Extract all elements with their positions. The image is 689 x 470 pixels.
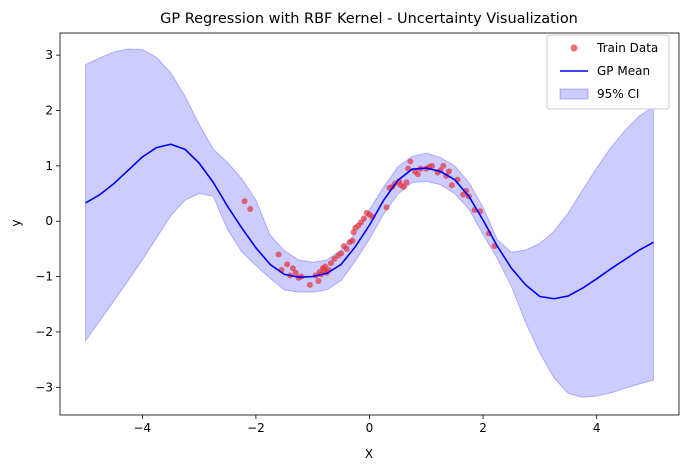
plot-area: −4 −2 0 2 4 −3 −2 −1 0 1 2 3 xyxy=(35,32,680,435)
train-data-point xyxy=(343,245,350,252)
train-data-point xyxy=(414,171,421,178)
y-tick-label: −3 xyxy=(35,380,53,394)
train-data-point xyxy=(247,206,254,213)
y-tick-label: 2 xyxy=(45,104,53,118)
gp-mean-line xyxy=(85,143,654,300)
y-tick-label: 3 xyxy=(45,48,53,62)
y-axis-label: y xyxy=(9,219,23,226)
train-data-point xyxy=(349,237,356,244)
x-tick-label: −2 xyxy=(247,421,265,435)
x-tick-label: 4 xyxy=(593,421,601,435)
train-data-point xyxy=(407,158,414,165)
y-tick-label: 0 xyxy=(45,214,53,228)
train-data-point xyxy=(446,168,452,175)
train-data-point xyxy=(403,179,410,186)
legend-train-data-marker xyxy=(570,44,578,52)
train-data-point xyxy=(338,250,345,257)
legend-frame xyxy=(546,34,670,110)
train-data-point xyxy=(331,255,338,262)
train-data-point xyxy=(428,162,435,169)
chart-title: GP Regression with RBF Kernel - Uncertai… xyxy=(160,11,578,27)
train-data-point xyxy=(275,251,282,258)
x-tick-label: 0 xyxy=(366,421,374,435)
train-data-point xyxy=(448,182,455,189)
train-data-point xyxy=(315,278,322,285)
legend-label-gp-mean: GP Mean xyxy=(597,64,650,78)
train-data-point xyxy=(241,198,248,205)
legend-ci-patch xyxy=(559,88,589,100)
legend-label-train-data: Train Data xyxy=(596,41,658,55)
x-tick-label: 2 xyxy=(479,421,487,435)
x-tick-label: −4 xyxy=(133,421,151,435)
legend: Train Data GP Mean 95% CI xyxy=(546,34,670,110)
y-tick-label: −1 xyxy=(35,270,53,284)
train-data-point xyxy=(289,265,296,272)
train-data-point xyxy=(400,183,407,190)
legend-label-95-ci: 95% CI xyxy=(597,87,639,101)
train-data-point xyxy=(306,281,313,288)
train-data-point xyxy=(440,162,447,169)
train-data-point xyxy=(383,204,390,211)
train-data-point xyxy=(327,260,334,267)
train-data-point xyxy=(292,269,299,276)
y-tick-label: 1 xyxy=(45,159,53,173)
x-axis-label: X xyxy=(365,447,373,461)
train-data-point xyxy=(284,261,291,268)
train-data-point xyxy=(360,215,367,222)
ci-band xyxy=(85,48,654,398)
y-tick-label: −2 xyxy=(35,325,53,339)
